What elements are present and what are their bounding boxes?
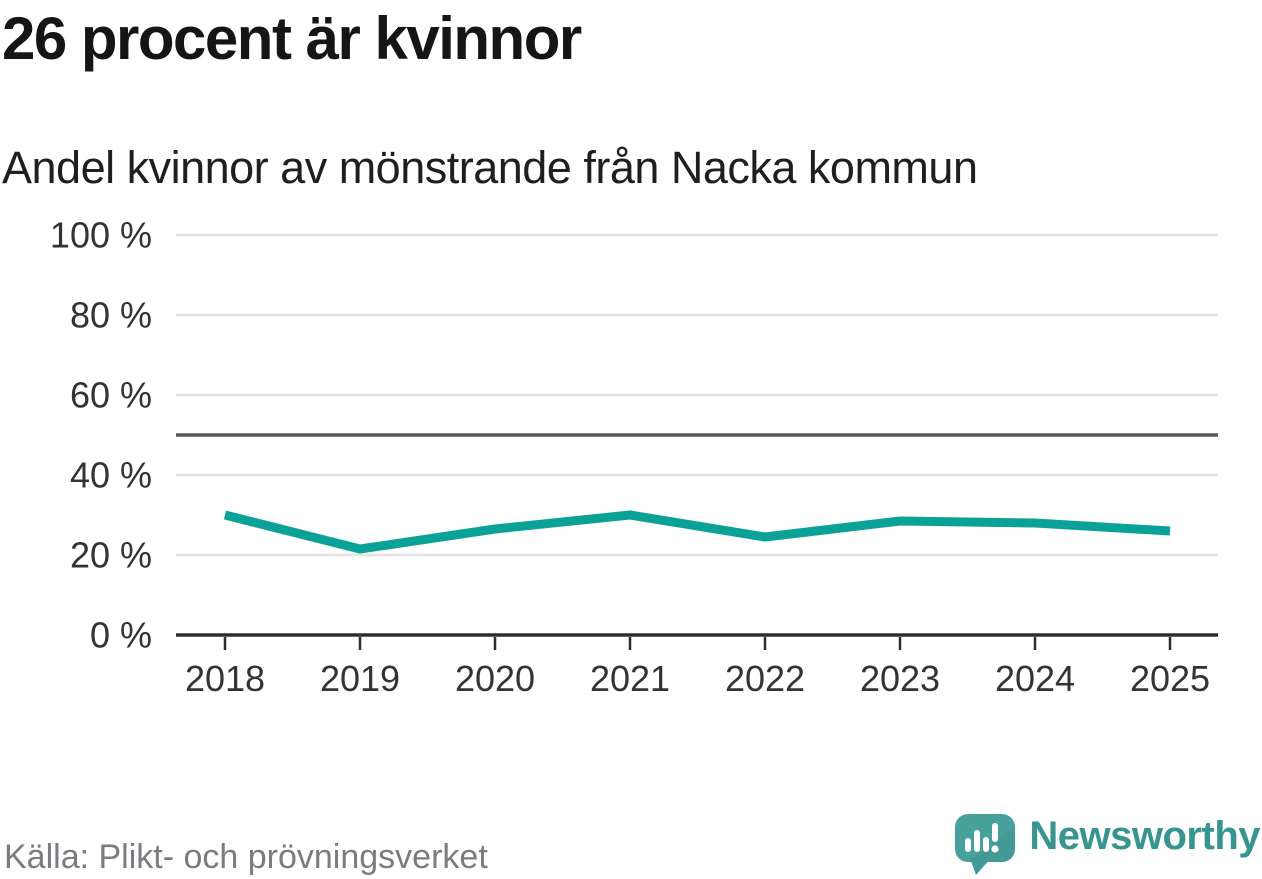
bar-chart-glyph (965, 823, 999, 852)
x-tick-label-2021: 2021 (590, 658, 670, 699)
chart-subtitle: Andel kvinnor av mönstrande från Nacka k… (2, 142, 978, 193)
y-tick-label-20: 20 % (70, 535, 152, 576)
newsworthy-wordmark: Newsworthy (1029, 814, 1260, 858)
newsworthy-logo: Newsworthy (955, 814, 1260, 878)
x-tick-label-2025: 2025 (1130, 658, 1210, 699)
x-tick-label-2022: 2022 (725, 658, 805, 699)
x-tick-label-2018: 2018 (185, 658, 265, 699)
x-tick-label-2024: 2024 (995, 658, 1075, 699)
x-tick-label-2023: 2023 (860, 658, 940, 699)
x-tick-label-2020: 2020 (455, 658, 535, 699)
source-text: Källa: Plikt- och prövningsverket (4, 838, 488, 876)
page-title: 26 procent är kvinnor (2, 5, 582, 72)
y-tick-label-0: 0 % (90, 615, 152, 656)
x-tick-label-2019: 2019 (320, 658, 400, 699)
y-tick-label-60: 60 % (70, 375, 152, 416)
y-tick-label-80: 80 % (70, 295, 152, 336)
y-tick-label-40: 40 % (70, 455, 152, 496)
newsworthy-speech-bubble-bar-chart-icon (955, 814, 1016, 875)
trend-line (223, 510, 1171, 554)
y-tick-label-100: 100 % (50, 215, 152, 256)
